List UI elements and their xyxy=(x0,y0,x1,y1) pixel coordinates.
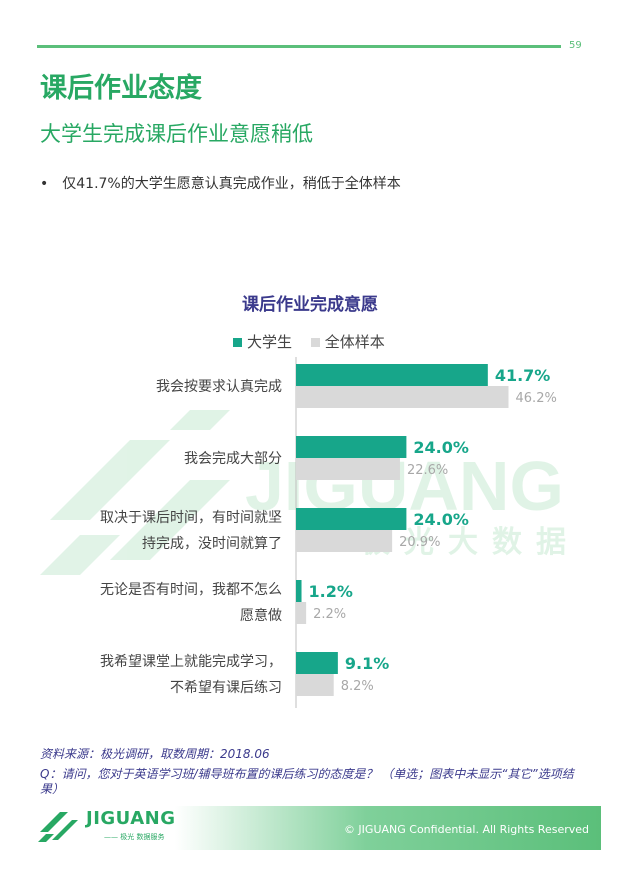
data-label-series1: 41.7% xyxy=(495,366,551,385)
data-label-series1: 1.2% xyxy=(309,582,353,601)
bullet-point: • 仅41.7%的大学生愿意认真完成作业，稍低于全体样本 xyxy=(40,173,401,193)
data-label-series2: 46.2% xyxy=(516,391,557,406)
copyright: © JIGUANG Confidential. All Rights Reser… xyxy=(343,823,589,836)
data-label-series1: 24.0% xyxy=(413,438,469,457)
chart-legend: 大学生 全体样本 xyxy=(233,331,399,352)
page-title: 课后作业态度 xyxy=(40,73,202,104)
bar-series1 xyxy=(296,364,488,386)
footer-logo-text: JIGUANG xyxy=(86,808,176,829)
bullet-icon: • xyxy=(40,176,49,192)
category-label: 取决于课后时间，有时间就坚 xyxy=(100,510,282,526)
data-label-series1: 24.0% xyxy=(413,510,469,529)
source-note: 资料来源：极光调研，取数周期：2018.06 xyxy=(40,747,270,761)
bar-series2 xyxy=(296,602,307,624)
legend-item-series2: 全体样本 xyxy=(310,331,385,352)
question-note: Q：请问，您对于英语学习班/辅导班布置的课后练习的态度是？ （单选；图表中未显示… xyxy=(40,767,574,796)
bar-series1 xyxy=(296,508,407,530)
bar-series2 xyxy=(296,674,334,696)
chart-title: 课后作业完成意愿 xyxy=(242,295,378,315)
category-label: 我会完成大部分 xyxy=(184,451,282,467)
data-label-series2: 2.2% xyxy=(313,607,346,622)
bar-series1 xyxy=(296,580,302,602)
category-label: 不希望有课后练习 xyxy=(170,680,282,696)
bar-series2 xyxy=(296,386,509,408)
jiguang-logo-icon xyxy=(38,812,78,842)
legend-item-series1: 大学生 xyxy=(233,331,292,352)
category-label: 无论是否有时间，我都不怎么 xyxy=(100,582,282,598)
top-rule xyxy=(37,45,561,48)
bar-series2 xyxy=(296,458,400,480)
legend-label-series2: 全体样本 xyxy=(324,333,385,351)
bullet-text: 仅41.7%的大学生愿意认真完成作业，稍低于全体样本 xyxy=(62,176,401,192)
footer-band xyxy=(175,806,601,850)
category-label: 愿意做 xyxy=(240,607,282,624)
bar-series1 xyxy=(296,436,407,458)
bar-series1 xyxy=(296,652,338,674)
bar-series2 xyxy=(296,530,393,552)
category-label: 持完成，没时间就算了 xyxy=(142,536,282,552)
data-label-series2: 8.2% xyxy=(341,679,374,694)
legend-swatch-series1 xyxy=(233,338,242,347)
data-label-series2: 20.9% xyxy=(399,535,440,550)
legend-label-series1: 大学生 xyxy=(247,333,293,351)
footer-logo-subtext: —— 极光 数据服务 xyxy=(104,833,165,841)
category-label: 我会按要求认真完成 xyxy=(156,379,282,395)
category-label: 我希望课堂上就能完成学习， xyxy=(100,654,282,670)
data-label-series1: 9.1% xyxy=(345,654,389,673)
page-subtitle: 大学生完成课后作业意愿稍低 xyxy=(40,122,313,146)
page-number: 59 xyxy=(569,40,582,51)
data-label-series2: 22.6% xyxy=(407,463,448,478)
legend-swatch-series2 xyxy=(310,338,320,347)
